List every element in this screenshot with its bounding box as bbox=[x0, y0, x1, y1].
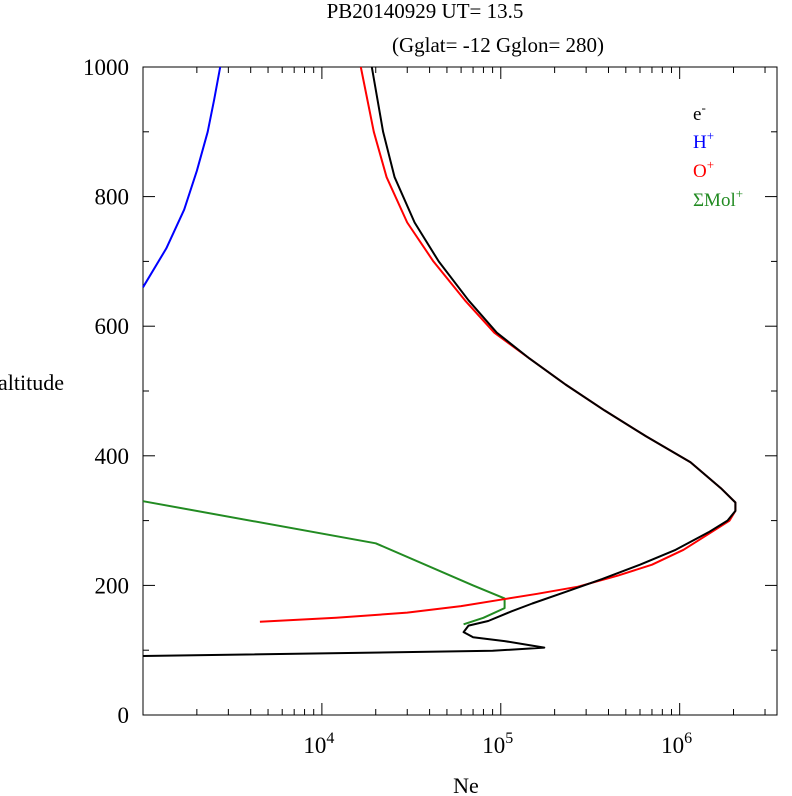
chart-subtitle: (Gglat= -12 Gglon= 280) bbox=[392, 33, 604, 57]
x-axis-label: Ne bbox=[453, 773, 479, 796]
y-tick-label: 400 bbox=[95, 444, 130, 469]
x-tick-label: 104 bbox=[303, 730, 334, 758]
y-tick-label: 800 bbox=[95, 185, 130, 210]
legend-entry: e- bbox=[693, 100, 706, 125]
series-line-0 bbox=[142, 66, 737, 657]
legend-entry: O+ bbox=[693, 157, 714, 182]
series-line-2 bbox=[259, 66, 737, 623]
y-tick-label: 0 bbox=[118, 703, 130, 728]
y-axis-label: altitude bbox=[0, 370, 64, 395]
series-lines bbox=[142, 66, 737, 657]
y-tick-labels: 0 200 400 600 800 1000 bbox=[83, 55, 129, 728]
x-tick-label: 105 bbox=[482, 730, 513, 758]
legend-entry: ΣMol+ bbox=[693, 186, 743, 211]
chart-title: PB20140929 UT= 13.5 bbox=[327, 0, 524, 23]
series-line-3 bbox=[142, 500, 506, 626]
y-tick-label: 1000 bbox=[83, 55, 129, 80]
legend: e- H+ O+ ΣMol+ bbox=[693, 100, 743, 211]
legend-entry: H+ bbox=[693, 128, 714, 153]
tick-marks bbox=[142, 66, 777, 716]
y-tick-label: 600 bbox=[95, 314, 130, 339]
x-tick-labels: 104 105 106 bbox=[303, 730, 692, 758]
y-tick-label: 200 bbox=[95, 573, 130, 598]
x-tick-label: 106 bbox=[661, 730, 692, 758]
plot-frame bbox=[142, 66, 778, 716]
series-line-1 bbox=[142, 66, 222, 288]
